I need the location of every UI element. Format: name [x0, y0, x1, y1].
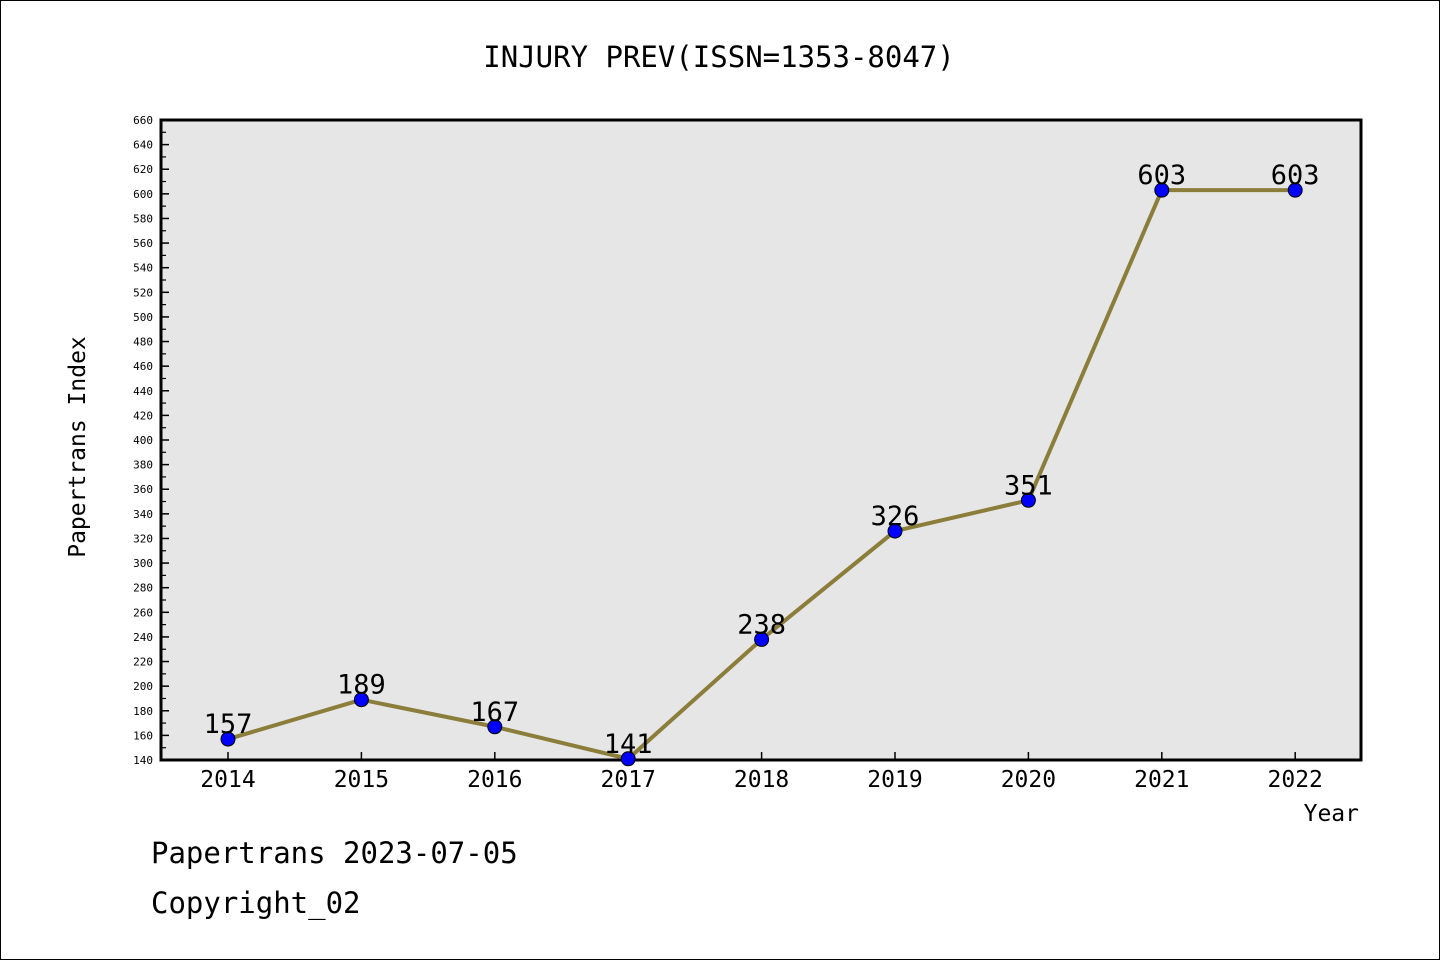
x-axis: 2014 2015 2016 2017 2018 2019 2020 2021 2022 — [200, 752, 1323, 793]
data-label: 157 — [204, 709, 253, 740]
data-point — [1020, 492, 1036, 508]
x-tick-label: 2020 — [1001, 767, 1056, 793]
x-tick-label: 2022 — [1268, 767, 1323, 793]
x-axis-label: Year — [1304, 801, 1359, 827]
y-tick-label: 300 — [133, 557, 153, 570]
chart-title: INJURY PREV(ISSN=1353-8047) — [483, 40, 954, 74]
series-layer: 157 189 167 141 238 326 351 603 603 — [204, 160, 1320, 767]
footer-date: Papertrans 2023-07-05 — [151, 836, 518, 870]
y-axis: 140 160 180 200 220 240 260 280 300 320 340 360 380 4… — [133, 114, 169, 767]
data-point — [620, 751, 636, 767]
x-tick-label: 2019 — [867, 767, 922, 793]
x-tick-label: 2017 — [601, 767, 656, 793]
y-tick-label: 160 — [133, 729, 153, 742]
y-tick-label: 360 — [133, 483, 153, 496]
y-tick-label: 620 — [133, 163, 153, 176]
data-point — [1154, 182, 1170, 198]
plot-area — [159, 118, 1363, 762]
x-tick-label: 2016 — [467, 767, 522, 793]
data-point — [1287, 182, 1303, 198]
y-tick-label: 260 — [133, 606, 153, 619]
data-label: 167 — [470, 697, 519, 728]
data-label: 351 — [1004, 470, 1053, 501]
data-label: 603 — [1137, 160, 1186, 191]
y-tick-label: 500 — [133, 311, 153, 324]
y-tick-label: 180 — [133, 705, 153, 718]
y-tick-label: 480 — [133, 336, 153, 349]
y-tick-label: 640 — [133, 139, 153, 152]
y-tick-label: 660 — [133, 114, 153, 127]
y-tick-label: 340 — [133, 508, 153, 521]
y-tick-label: 240 — [133, 631, 153, 644]
data-label: 238 — [737, 609, 786, 640]
x-tick-label: 2015 — [334, 767, 389, 793]
data-label: 141 — [604, 729, 653, 760]
data-label: 326 — [871, 501, 920, 532]
data-point — [487, 719, 503, 735]
y-tick-label: 400 — [133, 434, 153, 447]
y-tick-label: 440 — [133, 385, 153, 398]
x-tick-label: 2014 — [200, 767, 255, 793]
y-tick-label: 460 — [133, 360, 153, 373]
y-tick-label: 380 — [133, 459, 153, 472]
y-tick-label: 420 — [133, 409, 153, 422]
data-label: 189 — [337, 670, 386, 701]
y-tick-label: 220 — [133, 656, 153, 669]
y-tick-label: 600 — [133, 188, 153, 201]
y-tick-label: 520 — [133, 286, 153, 299]
data-point — [754, 631, 770, 647]
y-axis-label: Papertrans Index — [65, 336, 91, 558]
y-tick-label: 320 — [133, 532, 153, 545]
data-label: 603 — [1271, 160, 1320, 191]
y-tick-label: 280 — [133, 582, 153, 595]
data-point — [220, 731, 236, 747]
data-point — [887, 523, 903, 539]
data-point — [353, 692, 369, 708]
y-tick-label: 560 — [133, 237, 153, 250]
footer-copyright: Copyright_02 — [151, 886, 361, 920]
y-tick-label: 140 — [133, 754, 153, 767]
x-tick-label: 2021 — [1134, 767, 1189, 793]
y-tick-label: 580 — [133, 212, 153, 225]
y-tick-label: 540 — [133, 262, 153, 275]
y-tick-label: 200 — [133, 680, 153, 693]
x-tick-label: 2018 — [734, 767, 789, 793]
